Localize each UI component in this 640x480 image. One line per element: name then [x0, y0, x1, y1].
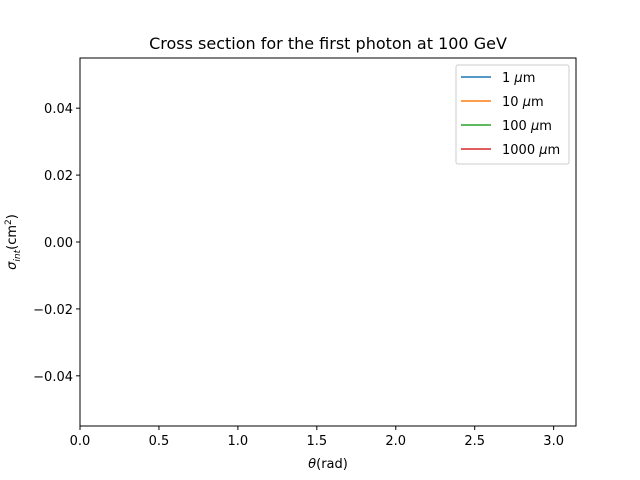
y-axis: 0.04 0.02 0.00 −0.02 −0.04: [33, 102, 80, 385]
y-axis-label: σint(cm2): [4, 214, 23, 270]
x-tick-label: 1.5: [306, 434, 327, 449]
x-tick-label: 0.5: [149, 434, 170, 449]
x-tick-label: 2.5: [464, 434, 485, 449]
x-axis: 0.0 0.5 1.0 1.5 2.0 2.5 3.0: [70, 426, 564, 449]
legend: 1 μm 10 μm 100 μm 1000 μm: [455, 64, 570, 165]
y-tick-label: −0.04: [33, 370, 73, 385]
x-tick-label: 1.0: [228, 434, 249, 449]
y-tick-label: −0.02: [33, 303, 73, 318]
x-tick-label: 2.0: [385, 434, 406, 449]
y-tick-label: 0.02: [44, 169, 73, 184]
y-tick-label: 0.04: [44, 102, 73, 117]
y-tick-label: 0.00: [44, 236, 73, 251]
legend-label: 100 μm: [502, 119, 552, 134]
legend-label: 1000 μm: [502, 143, 560, 158]
legend-box: [455, 64, 570, 165]
x-tick-label: 3.0: [543, 434, 564, 449]
x-axis-label: θ(rad): [308, 457, 348, 472]
x-tick-label: 0.0: [70, 434, 91, 449]
chart-title: Cross section for the first photon at 10…: [149, 34, 507, 53]
legend-label: 1 μm: [502, 71, 535, 86]
legend-label: 10 μm: [502, 95, 544, 110]
